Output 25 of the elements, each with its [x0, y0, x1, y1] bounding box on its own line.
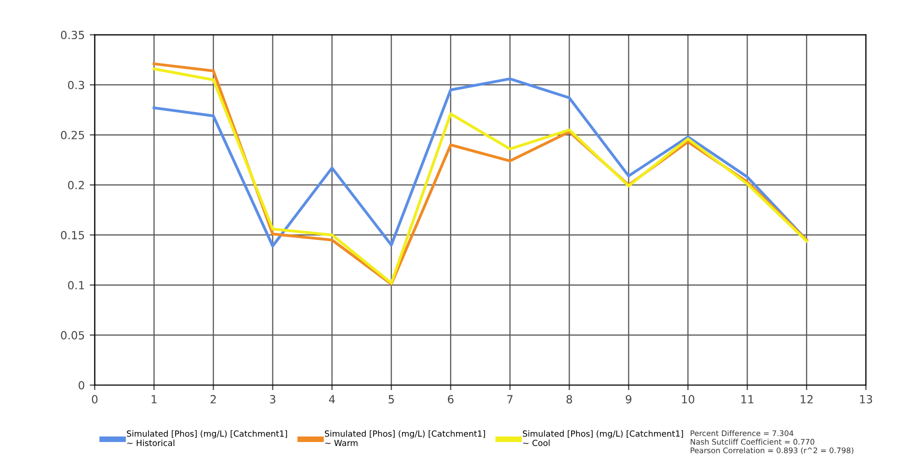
x-tick-label: 12 [800, 395, 813, 404]
legend-label: Simulated [Phos] (mg/L) [Catchment1] ~ Warm [324, 430, 485, 446]
x-tick-label: 7 [507, 395, 513, 404]
y-tick-label: 0.3 [68, 80, 84, 90]
x-tick-label: 2 [210, 395, 216, 404]
y-tick-label: 0 [78, 381, 84, 390]
x-tick-label: 9 [626, 395, 632, 404]
y-tick-label: 0.25 [60, 130, 84, 140]
x-tick-label: 0 [92, 395, 98, 404]
x-tick-label: 10 [682, 395, 694, 404]
x-tick-label: 8 [566, 395, 572, 404]
legend-label: Simulated [Phos] (mg/L) [Catchment1] ~ Historical [126, 430, 287, 446]
x-tick-label: 11 [741, 395, 754, 404]
y-tick-label: 0.35 [60, 30, 84, 40]
x-tick-label: 6 [448, 395, 454, 404]
x-tick-label: 4 [329, 395, 335, 404]
legend-label: Simulated [Phos] (mg/L) [Catchment1] ~ Cool [522, 430, 683, 446]
x-tick-label: 5 [388, 395, 394, 404]
y-tick-label: 0.15 [60, 230, 84, 240]
y-tick-label: 0.05 [60, 331, 84, 340]
x-tick-label: 3 [270, 395, 276, 404]
y-tick-label: 0.1 [68, 281, 84, 290]
y-tick-label: 0.2 [68, 180, 84, 190]
x-tick-label: 1 [152, 395, 157, 404]
x-tick-label: 13 [860, 395, 872, 404]
